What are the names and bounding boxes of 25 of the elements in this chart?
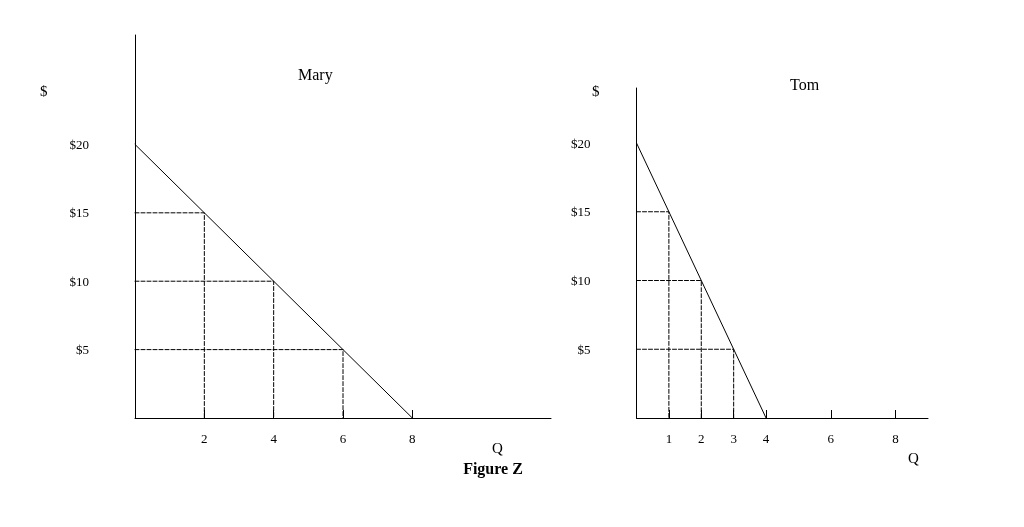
x-axis-title: Q xyxy=(908,449,919,466)
y-tick-label: $15 xyxy=(571,204,591,220)
x-tick-label: 8 xyxy=(892,431,899,446)
chart-title: Tom xyxy=(790,75,820,93)
y-tick-label: $10 xyxy=(571,273,591,288)
y-axis-title: $ xyxy=(40,82,48,99)
x-tick-label: 4 xyxy=(762,431,770,446)
x-tick-label: 6 xyxy=(339,431,347,446)
x-tick-label: 3 xyxy=(730,431,737,446)
x-tick-label: 1 xyxy=(665,431,673,446)
x-tick-label: 8 xyxy=(409,431,416,446)
y-tick-label: $20 xyxy=(69,136,89,152)
x-axis-title: Q xyxy=(492,439,503,456)
y-tick-label: $20 xyxy=(571,135,591,151)
y-tick-label: $5 xyxy=(76,342,89,358)
x-tick-label: 4 xyxy=(270,431,278,446)
y-tick-label: $5 xyxy=(577,341,591,357)
text: Figure Z xyxy=(463,460,523,477)
y-tick-label: $10 xyxy=(69,273,89,289)
x-tick-label: 2 xyxy=(201,431,208,446)
x-tick-label: 2 xyxy=(698,431,705,446)
y-axis-title: $ xyxy=(592,82,600,99)
y-tick-label: $15 xyxy=(69,205,89,221)
text: Mary xyxy=(298,65,333,84)
x-tick-label: 6 xyxy=(827,431,835,446)
